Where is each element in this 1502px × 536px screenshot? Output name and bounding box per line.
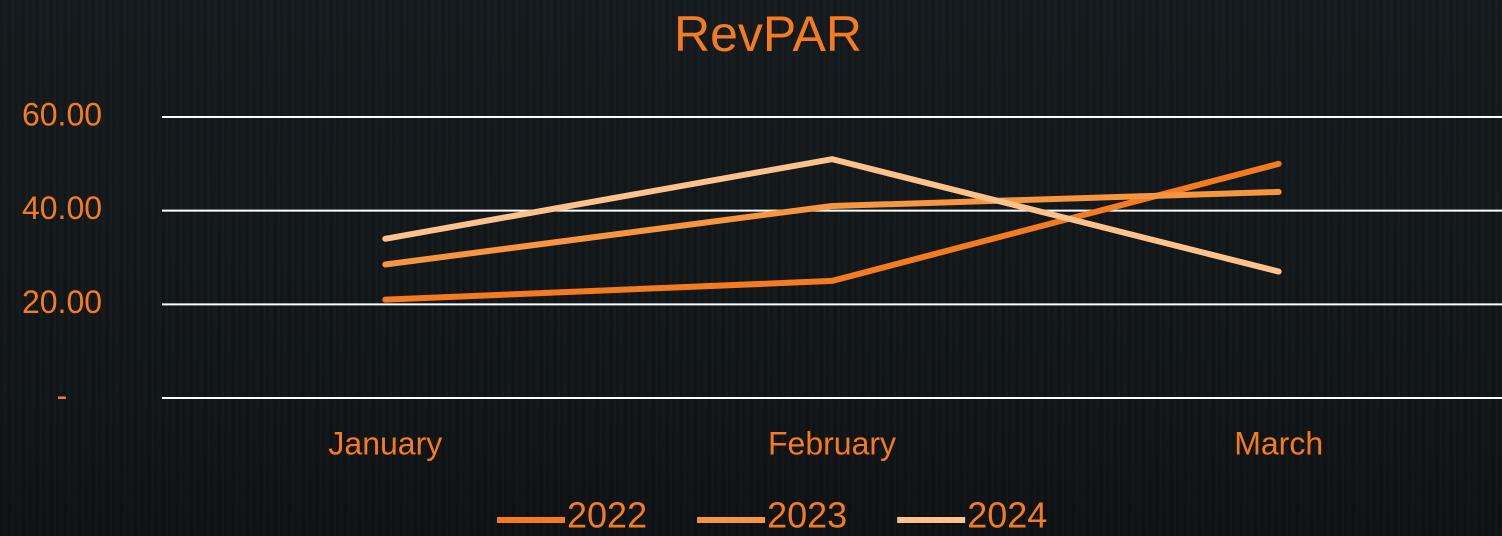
y-tick-label: - (57, 377, 68, 413)
x-tick-label: January (328, 425, 442, 461)
chart-title: RevPAR (674, 6, 862, 62)
x-tick-label: February (768, 425, 896, 461)
x-tick-label: March (1234, 425, 1323, 461)
legend-label: 2023 (767, 495, 847, 536)
series-line (385, 164, 1278, 300)
legend-label: 2024 (967, 495, 1047, 536)
y-tick-label: 20.00 (22, 284, 102, 320)
series-line (385, 192, 1278, 265)
legend-label: 2022 (567, 495, 647, 536)
y-tick-label: 40.00 (22, 190, 102, 226)
page: RevPAR - 20.00 40.00 60.00 January February Ma… (0, 0, 1502, 536)
chart: RevPAR - 20.00 40.00 60.00 January February Ma… (0, 0, 1502, 536)
y-tick-label: 60.00 (22, 96, 102, 132)
series-line (385, 159, 1278, 271)
